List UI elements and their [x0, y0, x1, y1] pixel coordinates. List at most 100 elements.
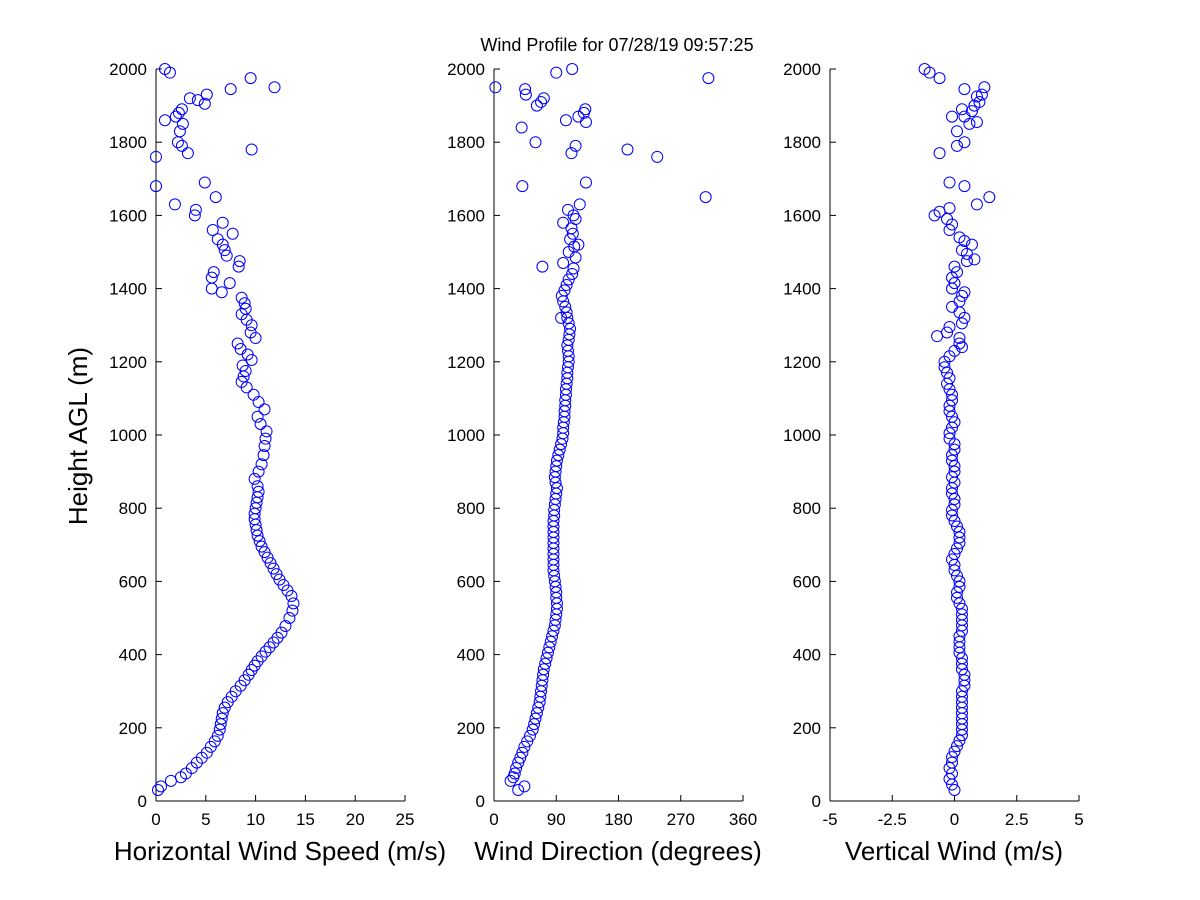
- data-point-horizontal-wind-speed-m-s: [169, 110, 182, 123]
- data-point-vertical-wind-m-s: [946, 487, 959, 500]
- data-point-vertical-wind-m-s: [953, 337, 966, 350]
- data-point-horizontal-wind-speed-m-s: [255, 650, 268, 663]
- data-point-vertical-wind-m-s: [950, 586, 963, 599]
- y-tick-label: 1600: [447, 206, 485, 225]
- data-point-horizontal-wind-speed-m-s: [154, 780, 167, 793]
- data-point-vertical-wind-m-s: [948, 564, 961, 577]
- data-point-horizontal-wind-speed-m-s: [189, 203, 202, 216]
- data-point-vertical-wind-m-s: [918, 63, 931, 75]
- data-point-vertical-wind-m-s: [958, 83, 971, 96]
- data-point-vertical-wind-m-s: [958, 136, 971, 149]
- data-point-horizontal-wind-speed-m-s: [251, 480, 264, 493]
- data-point-vertical-wind-m-s: [955, 244, 968, 257]
- x-tick-label: 5: [201, 810, 210, 829]
- data-point-horizontal-wind-speed-m-s: [181, 147, 194, 160]
- data-point-horizontal-wind-speed-m-s: [150, 150, 162, 163]
- data-point-horizontal-wind-speed-m-s: [255, 458, 268, 471]
- data-point-horizontal-wind-speed-m-s: [173, 125, 186, 138]
- data-point-wind-direction-degrees: [544, 635, 557, 648]
- data-point-vertical-wind-m-s: [933, 147, 946, 160]
- data-point-wind-direction-degrees: [504, 774, 517, 787]
- data-point-vertical-wind-m-s: [948, 498, 961, 511]
- data-point-horizontal-wind-speed-m-s: [245, 143, 258, 156]
- data-point-vertical-wind-m-s: [943, 405, 956, 418]
- data-point-horizontal-wind-speed-m-s: [200, 746, 213, 759]
- data-point-vertical-wind-m-s: [955, 341, 968, 354]
- data-point-horizontal-wind-speed-m-s: [175, 103, 188, 116]
- panel-vertical-wind: Vertical Wind (m/s) 0 200 400 600 800 1000 120…: [783, 60, 1084, 866]
- data-point-vertical-wind-m-s: [970, 90, 983, 103]
- data-point-horizontal-wind-speed-m-s: [234, 342, 247, 355]
- data-point-wind-direction-degrees: [552, 449, 565, 462]
- data-point-vertical-wind-m-s: [946, 300, 959, 313]
- data-point-wind-direction-degrees: [539, 657, 552, 670]
- y-tick-label: 1800: [109, 133, 147, 152]
- data-point-horizontal-wind-speed-m-s: [268, 81, 281, 94]
- data-point-vertical-wind-m-s: [953, 635, 966, 648]
- data-point-horizontal-wind-speed-m-s: [163, 66, 176, 79]
- data-point-horizontal-wind-speed-m-s: [215, 286, 228, 299]
- y-tick-label: 800: [119, 499, 147, 518]
- x-tick-label: 0: [950, 810, 959, 829]
- data-point-vertical-wind-m-s: [955, 602, 968, 615]
- data-point-wind-direction-degrees: [550, 66, 563, 79]
- data-point-horizontal-wind-speed-m-s: [218, 244, 231, 257]
- data-point-vertical-wind-m-s: [953, 531, 966, 544]
- x-tick-label: 10: [246, 810, 265, 829]
- data-point-horizontal-wind-speed-m-s: [259, 645, 272, 658]
- data-point-horizontal-wind-speed-m-s: [198, 176, 211, 189]
- data-point-horizontal-wind-speed-m-s: [209, 191, 222, 204]
- data-point-horizontal-wind-speed-m-s: [224, 83, 237, 96]
- data-point-horizontal-wind-speed-m-s: [258, 439, 271, 452]
- data-point-vertical-wind-m-s: [946, 410, 959, 423]
- data-point-vertical-wind-m-s: [958, 110, 971, 123]
- data-point-wind-direction-degrees: [514, 751, 527, 764]
- data-point-vertical-wind-m-s: [978, 81, 991, 94]
- data-point-wind-direction-degrees: [579, 103, 592, 116]
- data-point-horizontal-wind-speed-m-s: [253, 535, 266, 548]
- data-point-wind-direction-degrees: [572, 238, 585, 251]
- data-point-horizontal-wind-speed-m-s: [244, 72, 257, 85]
- data-point-horizontal-wind-speed-m-s: [252, 485, 265, 498]
- data-point-horizontal-wind-speed-m-s: [267, 562, 280, 575]
- y-tick-label: 600: [457, 572, 485, 591]
- data-point-vertical-wind-m-s: [943, 224, 956, 237]
- data-point-wind-direction-degrees: [516, 180, 529, 193]
- data-point-wind-direction-degrees: [489, 81, 502, 94]
- data-point-wind-direction-degrees: [702, 72, 715, 85]
- data-point-vertical-wind-m-s: [948, 277, 961, 290]
- data-point-horizontal-wind-speed-m-s: [216, 216, 229, 229]
- y-tick-label: 400: [793, 646, 821, 665]
- data-point-vertical-wind-m-s: [953, 575, 966, 588]
- data-point-horizontal-wind-speed-m-s: [218, 701, 231, 714]
- data-point-horizontal-wind-speed-m-s: [254, 418, 267, 431]
- data-point-horizontal-wind-speed-m-s: [247, 388, 260, 401]
- data-point-wind-direction-degrees: [566, 63, 579, 75]
- data-point-wind-direction-degrees: [537, 663, 550, 676]
- data-point-vertical-wind-m-s: [938, 361, 951, 374]
- data-point-horizontal-wind-speed-m-s: [260, 425, 273, 438]
- data-point-vertical-wind-m-s: [948, 465, 961, 478]
- data-point-wind-direction-degrees: [541, 646, 554, 659]
- data-point-horizontal-wind-speed-m-s: [198, 97, 211, 110]
- data-point-vertical-wind-m-s: [948, 260, 961, 273]
- x-tick-label: 2.5: [1005, 810, 1029, 829]
- data-point-vertical-wind-m-s: [950, 139, 963, 152]
- data-point-vertical-wind-m-s: [948, 416, 961, 429]
- data-point-wind-direction-degrees: [518, 780, 531, 793]
- y-tick-label: 200: [457, 719, 485, 738]
- data-point-wind-direction-degrees: [529, 712, 542, 725]
- data-point-horizontal-wind-speed-m-s: [273, 573, 286, 586]
- data-point-horizontal-wind-speed-m-s: [252, 396, 265, 409]
- y-tick-label: 1400: [783, 280, 821, 299]
- data-point-horizontal-wind-speed-m-s: [263, 641, 276, 654]
- data-point-vertical-wind-m-s: [943, 372, 956, 385]
- data-point-vertical-wind-m-s: [960, 255, 973, 268]
- x-tick-label: 180: [604, 810, 632, 829]
- y-tick-label: 800: [457, 499, 485, 518]
- y-tick-label: 1000: [109, 426, 147, 445]
- data-point-vertical-wind-m-s: [955, 289, 968, 302]
- x-tick-label: 90: [547, 810, 566, 829]
- x-axis-label-wind-direction: Wind Direction (degrees): [474, 836, 762, 866]
- data-point-vertical-wind-m-s: [953, 734, 966, 747]
